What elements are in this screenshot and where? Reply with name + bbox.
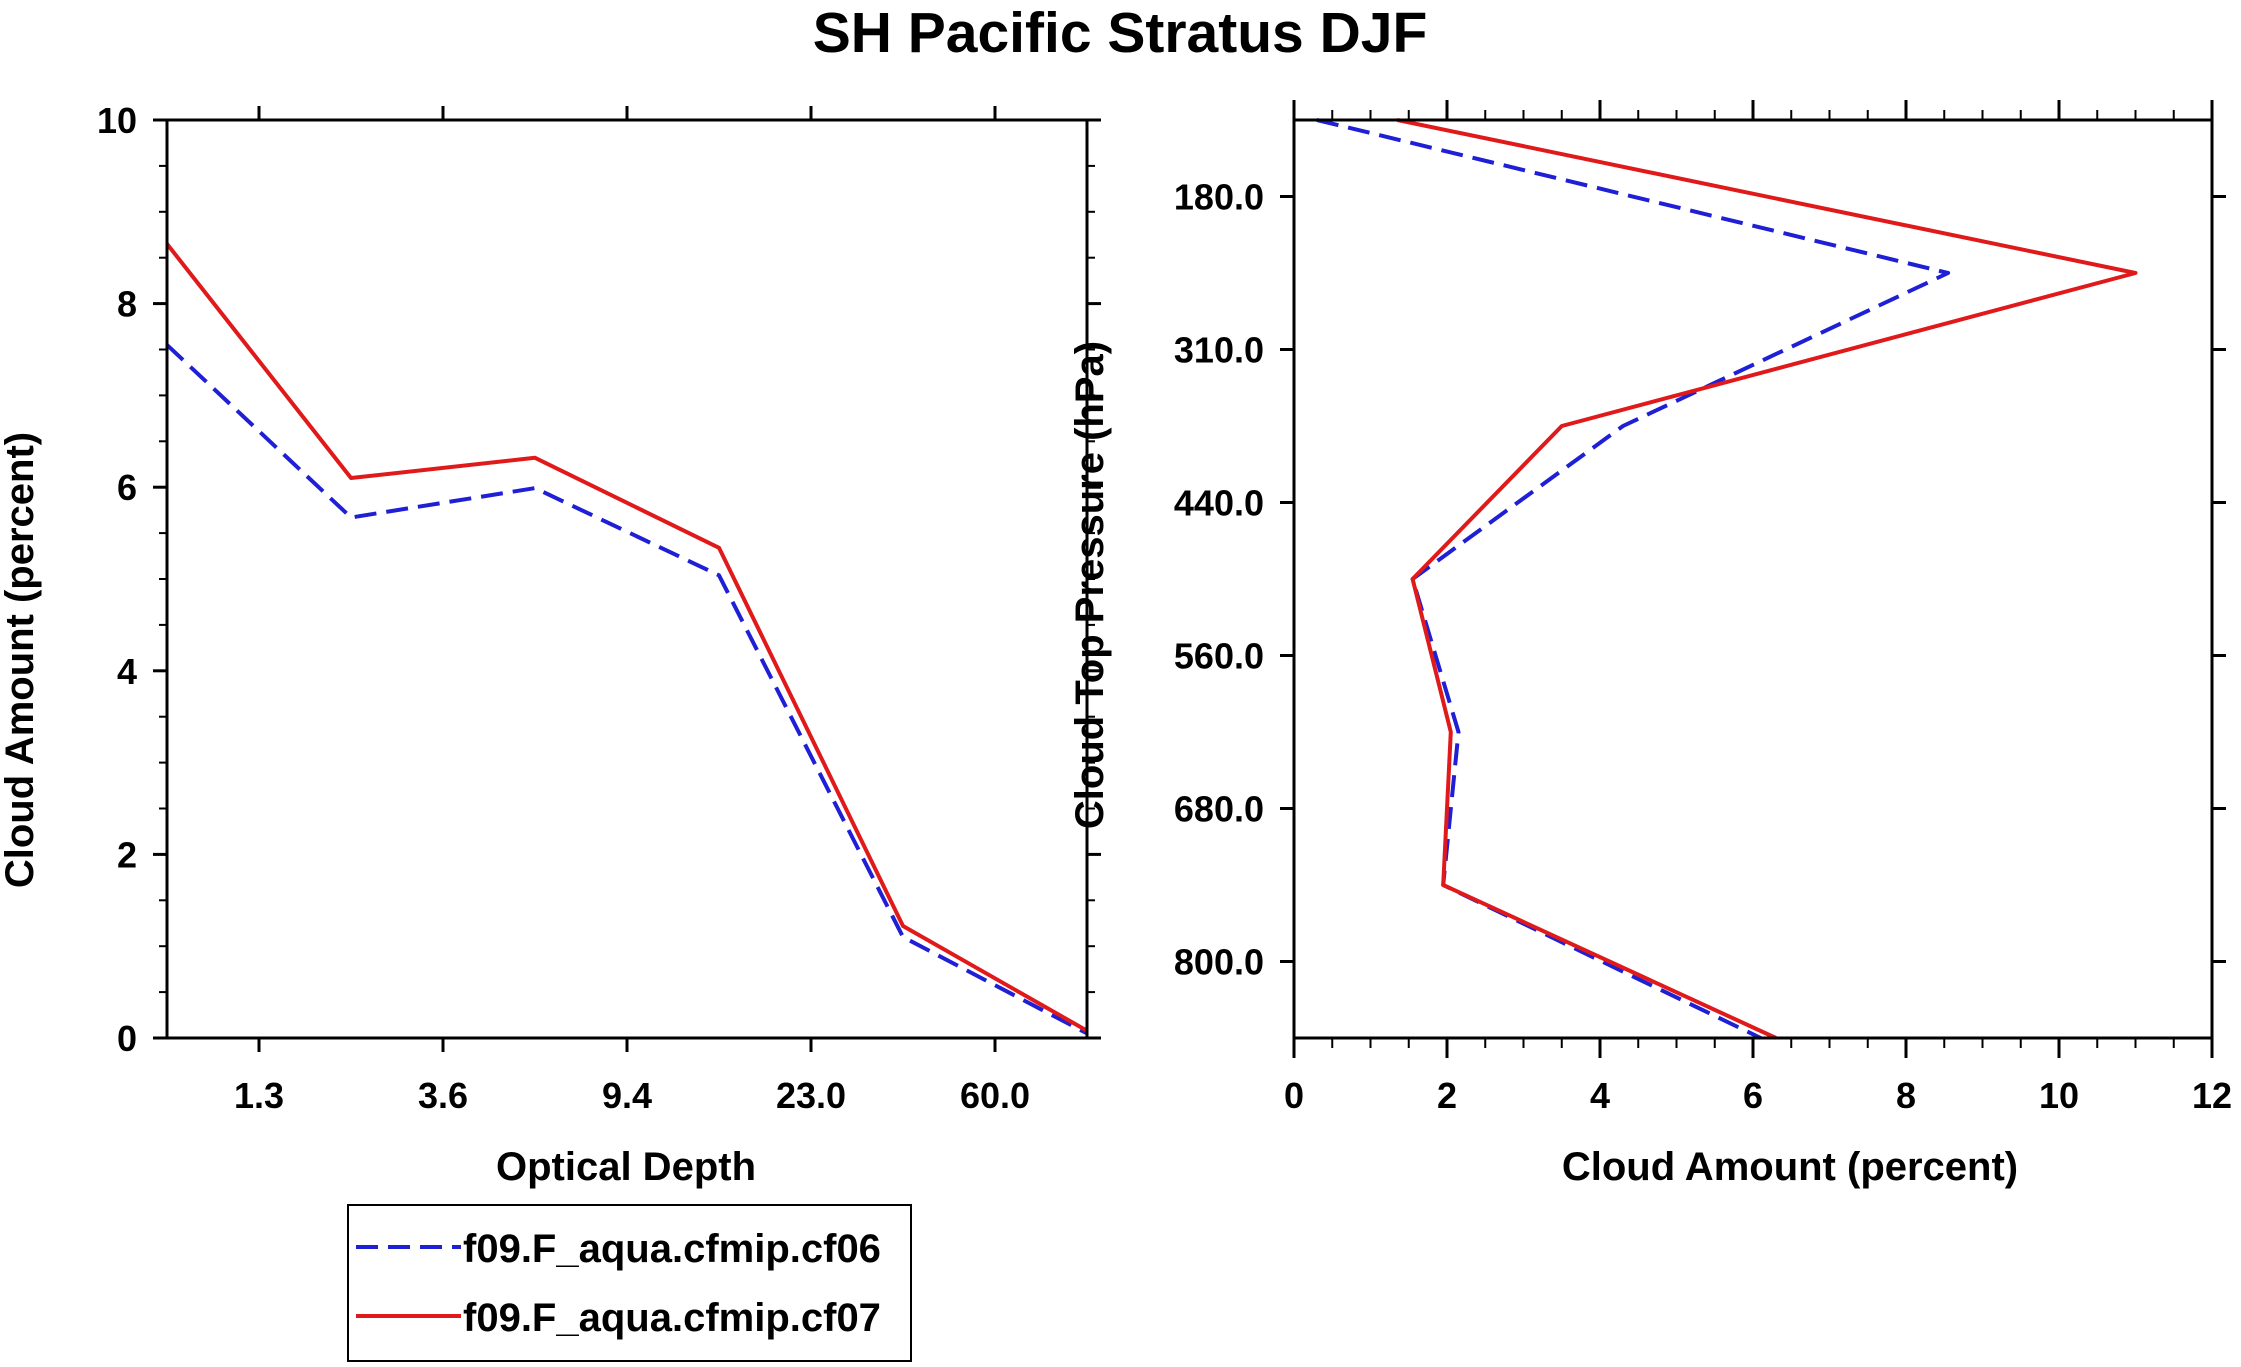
right-panel-ticks: 0 2 4 6 8 10 12 180.0 310.0 440.0 560.0 680.0 800.0	[1174, 100, 2232, 1116]
right-x-tick-label: 10	[2039, 1075, 2079, 1116]
left-y-tick-label: 4	[117, 651, 137, 692]
chart-title: SH Pacific Stratus DJF	[813, 1, 1428, 65]
left-y-tick-label: 10	[97, 100, 137, 141]
left-x-axis-label: Optical Depth	[496, 1145, 756, 1189]
right-x-tick-label: 8	[1896, 1075, 1916, 1116]
right-x-axis-label: Cloud Amount (percent)	[1562, 1145, 2018, 1189]
left-x-tick-label: 60.0	[960, 1075, 1030, 1116]
right-panel-cloud-top-pressure: 0 2 4 6 8 10 12180.0310.0440.0560.0680.0800.0 …	[1068, 100, 2232, 1189]
right-x-tick-label: 6	[1743, 1075, 1763, 1116]
left-series-cf07-line	[165, 242, 1088, 1033]
left-x-tick-label: 1.3	[234, 1075, 284, 1116]
right-y-axis-label: Cloud Top Pressure (hPa)	[1068, 341, 1112, 829]
legend-label-cf07: f09.F_aqua.cfmip.cf07	[463, 1296, 881, 1340]
right-series-cf07-line	[1396, 118, 2138, 1040]
left-y-tick-label: 2	[117, 834, 137, 875]
legend-label-cf06: f09.F_aqua.cfmip.cf06	[463, 1227, 881, 1271]
legend: f09.F_aqua.cfmip.cf06 f09.F_aqua.cfmip.c…	[347, 1204, 912, 1362]
right-y-tick-label: 310.0	[1174, 330, 1264, 371]
left-panel-series	[165, 242, 1088, 1036]
right-y-tick-label: 800.0	[1174, 942, 1264, 983]
right-y-tick-label: 440.0	[1174, 483, 1264, 524]
left-series-cf06-line	[165, 343, 1088, 1036]
right-x-tick-label: 12	[2192, 1075, 2232, 1116]
left-y-axis-label: Cloud Amount (percent)	[0, 432, 42, 888]
left-y-tick-label: 8	[117, 284, 137, 325]
right-x-tick-label: 0	[1284, 1075, 1304, 1116]
left-plot-frame	[165, 118, 1089, 1040]
left-x-tick-label: 9.4	[602, 1075, 652, 1116]
right-y-tick-label: 560.0	[1174, 636, 1264, 677]
right-y-tick-label: 180.0	[1174, 177, 1264, 218]
left-panel-optical-depth: 0 2 4 6 8 10 1.3 3.6 9.4 23.0 60.0 Optical Depth C…	[0, 100, 1101, 1189]
left-x-tick-label: 3.6	[418, 1075, 468, 1116]
left-x-tick-label: 23.0	[776, 1075, 846, 1116]
right-plot-frame	[1292, 118, 2214, 1040]
left-panel-ticks: 0 2 4 6 8 10 1.3 3.6 9.4 23.0 60.0	[97, 100, 1101, 1116]
left-y-tick-label: 6	[117, 467, 137, 508]
legend-box	[347, 1204, 912, 1362]
right-x-tick-label: 4	[1590, 1075, 1610, 1116]
right-panel-series	[1316, 118, 2138, 1040]
right-y-tick-label: 680.0	[1174, 789, 1264, 830]
right-x-tick-label: 2	[1437, 1075, 1457, 1116]
left-y-tick-label: 0	[117, 1018, 137, 1059]
